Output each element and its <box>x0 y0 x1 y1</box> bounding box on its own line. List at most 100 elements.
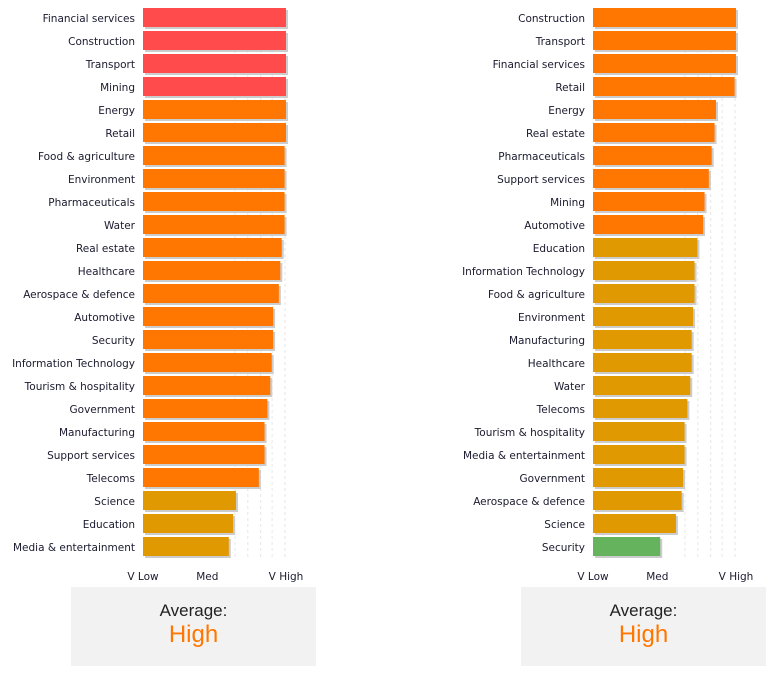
left-average-box: Average: High <box>71 587 316 666</box>
category-label: Media & entertainment <box>463 450 585 462</box>
bar-media-entertainment[interactable] <box>143 537 229 556</box>
category-label: Education <box>533 243 585 255</box>
bar-mining[interactable] <box>143 77 286 96</box>
bar-energy[interactable] <box>143 100 286 119</box>
category-label: Science <box>94 496 135 508</box>
bar-financial-services[interactable] <box>143 8 286 27</box>
bar-government[interactable] <box>593 468 684 487</box>
bar-information-technology[interactable] <box>143 353 272 372</box>
bar-manufacturing[interactable] <box>593 330 692 349</box>
category-label: Water <box>104 220 136 232</box>
bar-environment[interactable] <box>143 169 285 188</box>
bar-information-technology[interactable] <box>593 261 695 280</box>
bar-environment[interactable] <box>593 307 694 326</box>
bar-media-entertainment[interactable] <box>593 445 685 464</box>
bar-telecoms[interactable] <box>143 468 259 487</box>
x-tick-label: V Low <box>127 571 159 583</box>
x-tick-label: Med <box>196 571 218 583</box>
category-label: Information Technology <box>12 358 135 370</box>
category-label: Manufacturing <box>59 427 135 439</box>
category-label: Telecoms <box>536 404 585 416</box>
category-label: Government <box>520 473 585 485</box>
category-label: Pharmaceuticals <box>48 197 135 209</box>
category-label: Energy <box>98 105 135 117</box>
bar-transport[interactable] <box>593 31 736 50</box>
bar-manufacturing[interactable] <box>143 422 265 441</box>
category-label: Security <box>542 542 585 554</box>
bar-healthcare[interactable] <box>143 261 281 280</box>
bar-pharmaceuticals[interactable] <box>593 146 712 165</box>
category-label: Telecoms <box>86 473 135 485</box>
bar-security[interactable] <box>143 330 274 349</box>
category-label: Retail <box>555 82 585 94</box>
category-label: Mining <box>550 197 585 209</box>
bar-support-services[interactable] <box>143 445 265 464</box>
bar-security[interactable] <box>593 537 661 556</box>
right-risk-panel: Construction Transport Financial services R… <box>450 0 772 682</box>
right-average-box: Average: High <box>521 587 766 666</box>
bar-support-services[interactable] <box>593 169 709 188</box>
category-label: Aerospace & defence <box>23 289 135 301</box>
left-risk-panel: Financial services Construction Transport M… <box>12 8 316 666</box>
bar-healthcare[interactable] <box>593 353 692 372</box>
bar-automotive[interactable] <box>143 307 274 326</box>
bar-transport[interactable] <box>143 54 286 73</box>
bar-financial-services[interactable] <box>593 54 736 73</box>
bar-telecoms[interactable] <box>593 399 688 418</box>
category-label: Healthcare <box>528 358 585 370</box>
bar-real-estate[interactable] <box>593 123 715 142</box>
category-label: Tourism & hospitality <box>24 381 135 393</box>
category-label: Science <box>544 519 585 531</box>
category-label: Environment <box>518 312 585 324</box>
right-average-value: High <box>618 621 669 648</box>
category-label: Pharmaceuticals <box>498 151 585 163</box>
bar-aerospace-defence[interactable] <box>143 284 279 303</box>
x-tick-label: Med <box>646 571 668 583</box>
bar-construction[interactable] <box>143 31 286 50</box>
right-bar-chart: Construction Transport Financial services R… <box>462 8 754 583</box>
category-label: Retail <box>105 128 135 140</box>
bar-construction[interactable] <box>593 8 736 27</box>
x-tick-label: V High <box>719 571 754 583</box>
category-label: Education <box>83 519 135 531</box>
category-label: Support services <box>47 450 135 462</box>
left-average-value: High <box>168 621 219 648</box>
category-label: Support services <box>497 174 585 186</box>
x-tick-label: V High <box>269 571 304 583</box>
x-tick-label: V Low <box>577 571 609 583</box>
bar-water[interactable] <box>143 215 285 234</box>
category-label: Real estate <box>526 128 585 140</box>
bar-real-estate[interactable] <box>143 238 282 257</box>
category-label: Water <box>554 381 586 393</box>
category-label: Media & entertainment <box>13 542 135 554</box>
bar-tourism-hospitality[interactable] <box>143 376 271 395</box>
bar-energy[interactable] <box>593 100 716 119</box>
bar-food-agriculture[interactable] <box>143 146 285 165</box>
category-label: Food & agriculture <box>488 289 585 301</box>
category-label: Construction <box>518 13 585 25</box>
category-label: Healthcare <box>78 266 135 278</box>
category-label: Government <box>70 404 135 416</box>
category-label: Construction <box>68 36 135 48</box>
category-label: Transport <box>535 36 585 48</box>
bar-science[interactable] <box>143 491 236 510</box>
bar-mining[interactable] <box>593 192 705 211</box>
bar-food-agriculture[interactable] <box>593 284 695 303</box>
bar-science[interactable] <box>593 514 676 533</box>
bar-pharmaceuticals[interactable] <box>143 192 285 211</box>
bar-education[interactable] <box>593 238 698 257</box>
bar-tourism-hospitality[interactable] <box>593 422 685 441</box>
category-label: Environment <box>68 174 135 186</box>
bar-government[interactable] <box>143 399 268 418</box>
bar-water[interactable] <box>593 376 691 395</box>
category-label: Manufacturing <box>509 335 585 347</box>
category-label: Energy <box>548 105 585 117</box>
bar-aerospace-defence[interactable] <box>593 491 682 510</box>
category-label: Real estate <box>76 243 135 255</box>
category-label: Financial services <box>43 13 135 25</box>
category-label: Aerospace & defence <box>473 496 585 508</box>
bar-retail[interactable] <box>143 123 286 142</box>
bar-education[interactable] <box>143 514 234 533</box>
bar-retail[interactable] <box>593 77 735 96</box>
bar-automotive[interactable] <box>593 215 704 234</box>
